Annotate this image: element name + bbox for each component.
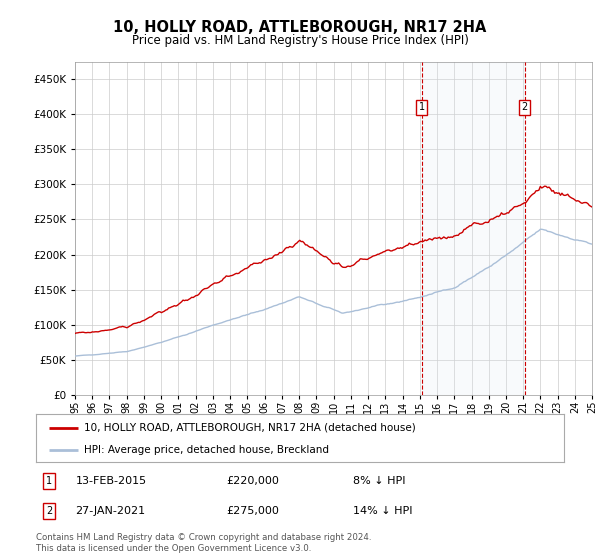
Text: £275,000: £275,000 (226, 506, 279, 516)
Text: 1: 1 (419, 102, 425, 112)
Text: 1: 1 (46, 476, 52, 486)
Bar (422, 62, 524, 395)
Text: 8% ↓ HPI: 8% ↓ HPI (353, 476, 406, 486)
Text: 2: 2 (46, 506, 52, 516)
Text: 10, HOLLY ROAD, ATTLEBOROUGH, NR17 2HA: 10, HOLLY ROAD, ATTLEBOROUGH, NR17 2HA (113, 20, 487, 35)
Text: Price paid vs. HM Land Registry's House Price Index (HPI): Price paid vs. HM Land Registry's House … (131, 34, 469, 46)
Text: 27-JAN-2021: 27-JAN-2021 (76, 506, 146, 516)
Text: 10, HOLLY ROAD, ATTLEBOROUGH, NR17 2HA (detached house): 10, HOLLY ROAD, ATTLEBOROUGH, NR17 2HA (… (83, 423, 415, 433)
Text: HPI: Average price, detached house, Breckland: HPI: Average price, detached house, Brec… (83, 445, 329, 455)
Text: 14% ↓ HPI: 14% ↓ HPI (353, 506, 412, 516)
Text: 13-FEB-2015: 13-FEB-2015 (76, 476, 147, 486)
Text: £220,000: £220,000 (226, 476, 279, 486)
Text: 2: 2 (521, 102, 528, 112)
Text: Contains HM Land Registry data © Crown copyright and database right 2024.
This d: Contains HM Land Registry data © Crown c… (36, 533, 371, 553)
